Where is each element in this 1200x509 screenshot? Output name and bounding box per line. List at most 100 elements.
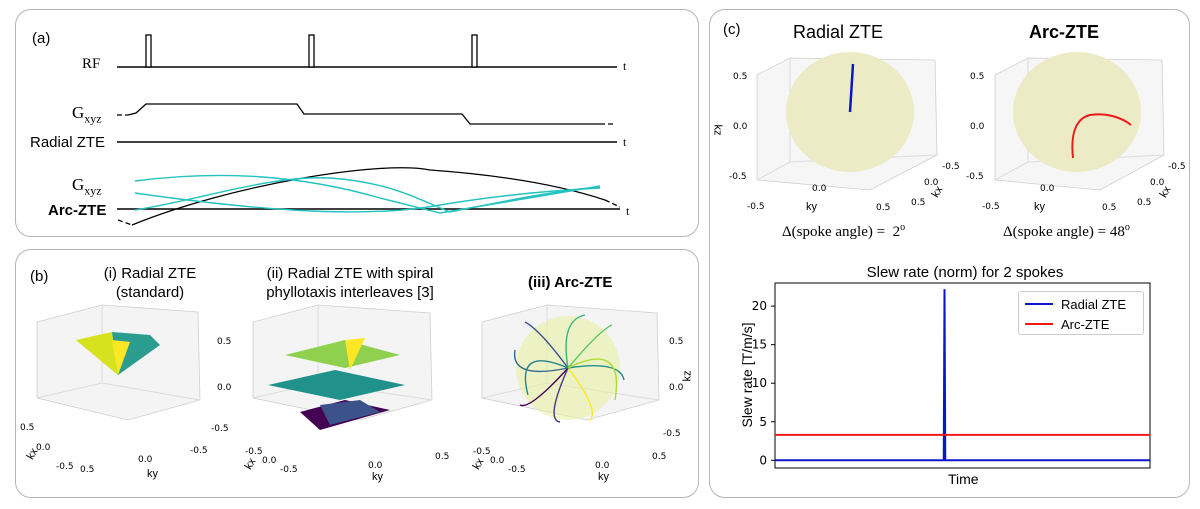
rf-pulse	[308, 34, 315, 68]
gxyz-label-arc-sub: xyz	[84, 183, 102, 198]
tick-label: -0.5	[982, 202, 1000, 212]
chart-xlabel: Time	[948, 471, 979, 487]
chart-legend: Radial ZTE Arc-ZTE	[1018, 291, 1144, 335]
arc-trajectory	[565, 314, 586, 369]
arc-gradient-black	[131, 167, 606, 226]
chart-title: Slew rate (norm) for 2 spokes	[866, 264, 1064, 281]
plot-ii-title: (ii) Radial ZTE with spiral phyllotaxis …	[250, 264, 450, 302]
cone-surface	[76, 332, 118, 375]
tick-label: 0.5	[652, 452, 667, 462]
k-space-sphere	[1013, 52, 1141, 172]
plot-iii-title: (iii) Arc-ZTE	[528, 274, 613, 291]
y-tick-label: 0	[759, 453, 767, 467]
spiral-sheet	[345, 338, 365, 370]
ky-label: ky	[147, 468, 158, 480]
rf-pulse	[471, 34, 478, 68]
panel-b-label: (b)	[30, 268, 49, 285]
tick-label: -0.5	[190, 446, 208, 456]
caption-prefix: Δ(spoke angle) =	[782, 224, 886, 240]
arc-gradient-dash	[604, 199, 621, 208]
tick-label: -0.5	[56, 462, 74, 472]
tick-label: 0.0	[1150, 178, 1165, 188]
tick-label: 0.5	[970, 72, 985, 82]
y-tick-label: 5	[759, 415, 767, 429]
plot-ii-title-line1: (ii) Radial ZTE with spiral	[266, 265, 434, 282]
plot-i-title: (i) Radial ZTE (standard)	[80, 264, 220, 302]
tick-label: -0.5	[245, 447, 263, 457]
arc-spoke-angle-caption: Δ(spoke angle) = 48o	[1003, 222, 1130, 241]
cone-surface	[112, 340, 130, 375]
panel-c-label: (c)	[723, 21, 741, 38]
tick-label: -0.5	[966, 172, 984, 182]
arc-trajectory	[567, 358, 618, 401]
arc-trajectory	[513, 349, 569, 373]
pane-edge	[101, 382, 201, 401]
tick-label: -0.5	[942, 162, 960, 172]
gxyz-label-arc: Gxyz	[72, 175, 102, 198]
panel-a	[15, 9, 699, 237]
gradient-waveform	[127, 103, 600, 125]
tick-label: 0.0	[595, 461, 610, 471]
tick-label: 0.0	[812, 184, 827, 194]
arc-trajectory	[567, 367, 594, 421]
ky-label: ky	[806, 201, 817, 213]
arc-zte-row-label: Arc-ZTE	[48, 202, 107, 219]
tick-label: 0.0	[970, 122, 985, 132]
caption-value: 2	[892, 224, 901, 240]
ky-label: ky	[372, 471, 383, 483]
tick-label: 0.5	[1102, 203, 1117, 213]
series-line-radial-zte	[775, 289, 1150, 462]
pane-edge	[36, 382, 103, 399]
tick-label: 0.0	[669, 383, 684, 393]
tick-label: -0.5	[747, 202, 765, 212]
arc-trajectory	[524, 360, 569, 396]
gxyz-label-top-g: G	[72, 103, 85, 122]
y-tick-label: 10	[752, 376, 767, 390]
tick-label: 0.5	[733, 72, 748, 82]
gxyz-label-top-sub: xyz	[84, 111, 102, 126]
caption-degree: o	[900, 222, 906, 233]
tick-label: 0.0	[138, 455, 153, 465]
gxyz-label-top: Gxyz	[72, 103, 102, 126]
tick-label: -0.5	[729, 172, 747, 182]
arc-trajectory	[524, 321, 569, 369]
legend-item-arc: Arc-ZTE	[1025, 316, 1109, 332]
panel-a-label: (a)	[32, 30, 51, 47]
radial-spoke-angle-caption: Δ(spoke angle) = 2o	[782, 222, 905, 241]
tick-label: 0.0	[368, 461, 383, 471]
t-marker-radial: t	[623, 135, 627, 149]
pane-edge	[756, 161, 791, 181]
arc-trajectory	[567, 324, 613, 369]
ky-label: ky	[1034, 201, 1045, 213]
rf-label: RF	[82, 56, 101, 72]
tick-label: 0.5	[20, 423, 35, 433]
arc-zte-title: Arc-ZTE	[1029, 22, 1100, 42]
y-tick-label: 15	[752, 338, 767, 352]
legend-swatch	[1025, 323, 1053, 325]
spiral-sheet	[320, 400, 380, 425]
tick-label: 0.0	[733, 122, 748, 132]
legend-item-radial: Radial ZTE	[1025, 296, 1126, 312]
tick-label: 0.0	[1040, 184, 1055, 194]
tick-label: 0.5	[911, 198, 926, 208]
caption-degree: o	[1124, 222, 1130, 233]
gxyz-label-arc-g: G	[72, 175, 85, 194]
tick-label: 0.0	[36, 443, 51, 453]
arc-trajectory	[553, 367, 569, 423]
legend-label: Radial ZTE	[1061, 296, 1127, 312]
tick-label: -0.5	[280, 465, 298, 475]
rf-pulse	[145, 34, 152, 68]
tick-label: 0.5	[435, 452, 450, 462]
tick-label: 0.0	[490, 456, 505, 466]
plot-i-title-line2: (standard)	[115, 284, 185, 301]
tick-label: 0.5	[1137, 198, 1152, 208]
y-tick-label: 20	[752, 299, 767, 313]
t-marker-arc: t	[626, 204, 630, 218]
tick-label: -0.5	[473, 447, 491, 457]
